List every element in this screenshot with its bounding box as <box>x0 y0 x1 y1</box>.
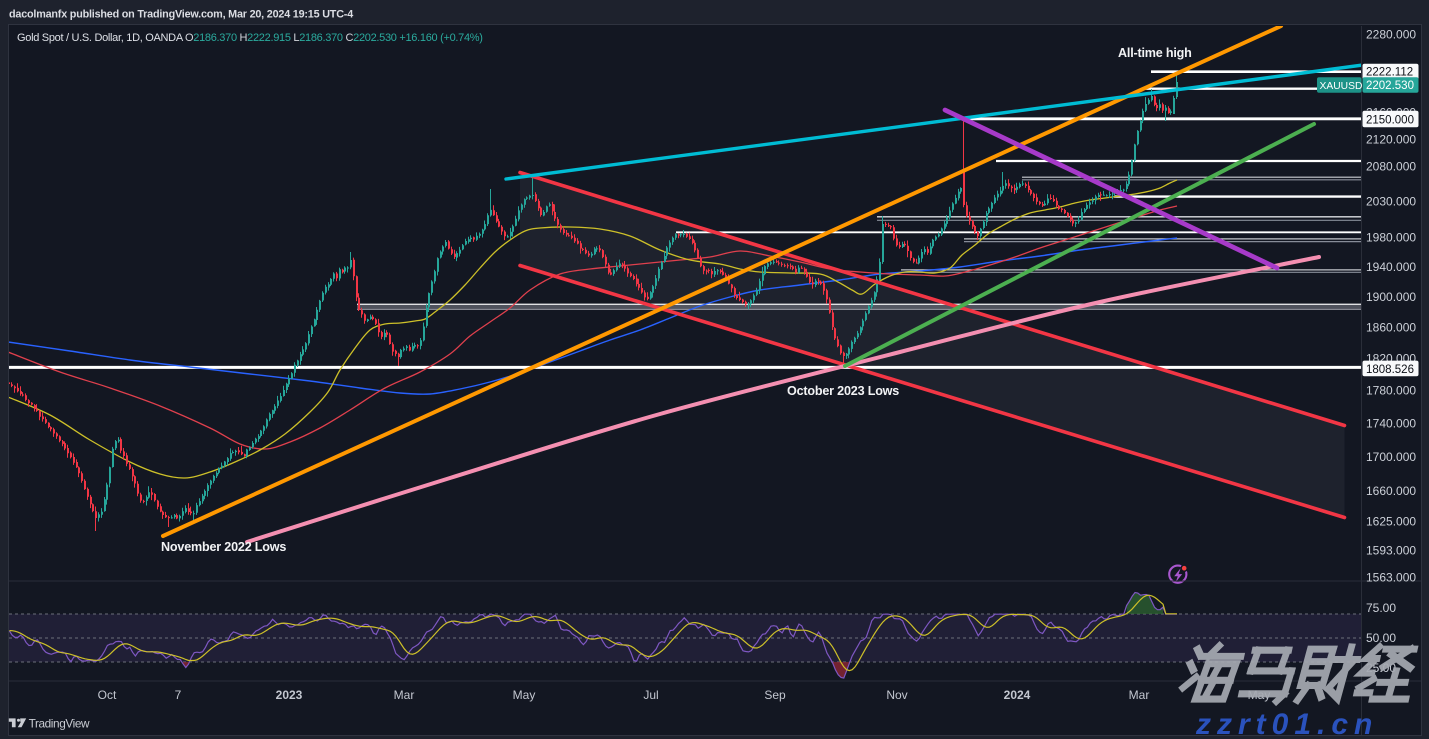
svg-text:7: 7 <box>175 688 182 702</box>
svg-text:TradingView: TradingView <box>29 716 90 730</box>
svg-text:XAUUSD: XAUUSD <box>1320 81 1363 92</box>
svg-text:2023: 2023 <box>276 688 303 702</box>
svg-text:1980.000: 1980.000 <box>1366 231 1416 245</box>
svg-text:2024: 2024 <box>1004 688 1031 702</box>
svg-text:Oct: Oct <box>98 688 117 702</box>
svg-text:50.00: 50.00 <box>1366 631 1396 645</box>
svg-text:2280.000: 2280.000 <box>1366 28 1416 42</box>
svg-text:dacolmanfx published on Tradin: dacolmanfx published on TradingView.com,… <box>9 9 353 21</box>
svg-text:Mar: Mar <box>1129 688 1150 702</box>
svg-text:1780.000: 1780.000 <box>1366 384 1416 398</box>
svg-text:75.00: 75.00 <box>1366 601 1396 615</box>
svg-text:Sep: Sep <box>764 688 786 702</box>
svg-text:Jul: Jul <box>643 688 658 702</box>
svg-text:November 2022 Lows: November 2022 Lows <box>161 540 286 554</box>
svg-text:1700.000: 1700.000 <box>1366 450 1416 464</box>
svg-text:1860.000: 1860.000 <box>1366 321 1416 335</box>
svg-text:2080.000: 2080.000 <box>1366 160 1416 174</box>
svg-text:Mar: Mar <box>394 688 415 702</box>
svg-text:1563.000: 1563.000 <box>1366 571 1416 585</box>
svg-text:1593.000: 1593.000 <box>1366 543 1416 557</box>
svg-text:1625.000: 1625.000 <box>1366 515 1416 529</box>
svg-text:2120.000: 2120.000 <box>1366 132 1416 146</box>
svg-text:zzrt01.cn: zzrt01.cn <box>1195 708 1378 739</box>
svg-text:2150.000: 2150.000 <box>1366 114 1414 126</box>
svg-text:1808.526: 1808.526 <box>1366 364 1414 376</box>
svg-text:1940.000: 1940.000 <box>1366 260 1416 274</box>
svg-text:Gold Spot / U.S. Dollar, 1D, O: Gold Spot / U.S. Dollar, 1D, OANDA O2186… <box>17 32 483 44</box>
svg-text:1900.000: 1900.000 <box>1366 290 1416 304</box>
svg-text:Nov: Nov <box>886 688 907 702</box>
svg-text:May: May <box>513 688 536 702</box>
svg-text:2222.112: 2222.112 <box>1366 67 1413 79</box>
svg-text:1740.000: 1740.000 <box>1366 416 1416 430</box>
svg-text:All-time high: All-time high <box>1118 46 1192 60</box>
svg-text:2202.530: 2202.530 <box>1366 80 1414 92</box>
svg-text:2030.000: 2030.000 <box>1366 195 1416 209</box>
svg-text:October 2023 Lows: October 2023 Lows <box>787 384 899 398</box>
svg-text:1660.000: 1660.000 <box>1366 484 1416 498</box>
